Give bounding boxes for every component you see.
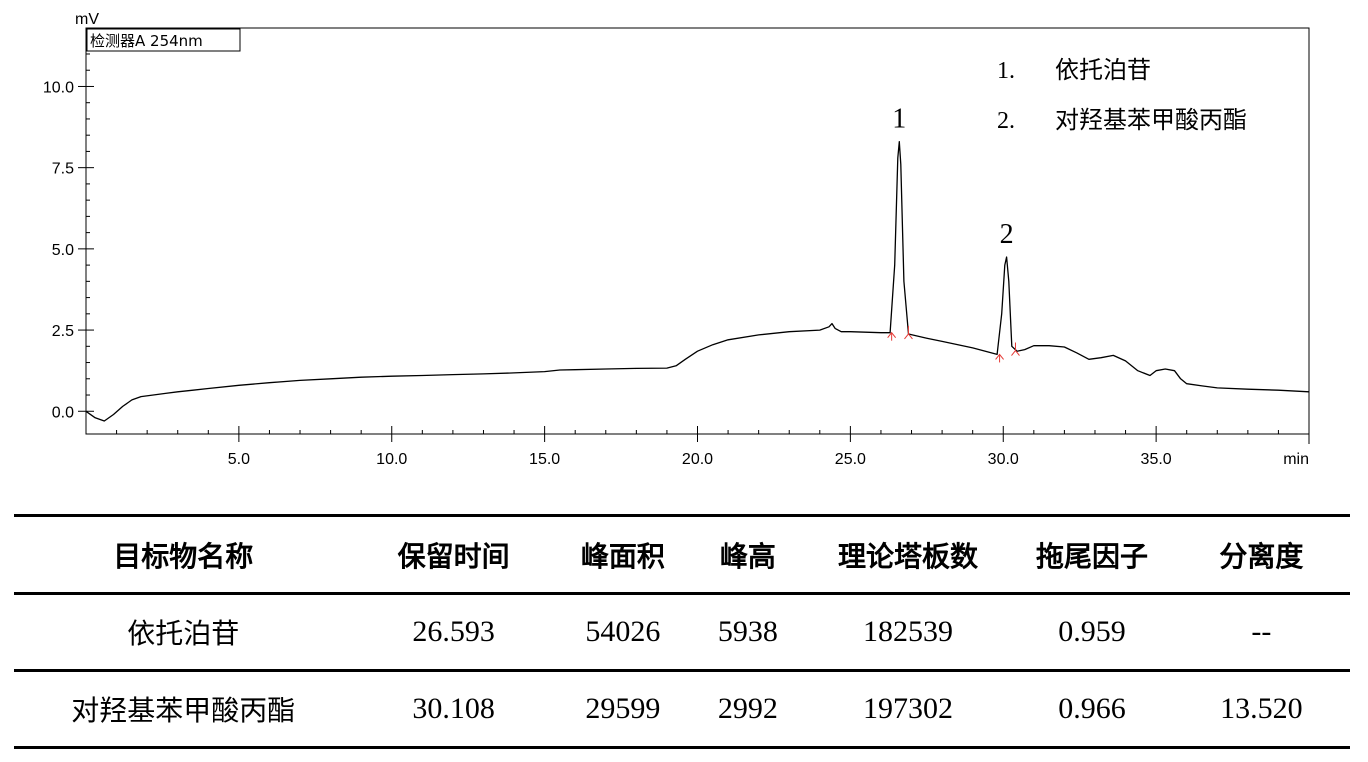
axis-label-layer: mV min 检测器A 254nm (75, 11, 1309, 468)
x-tick-label: 35.0 (1141, 451, 1172, 468)
integration-marker (904, 325, 913, 340)
table-header-row: 目标物名称 保留时间 峰面积 峰高 理论塔板数 拖尾因子 分离度 (14, 515, 1350, 594)
header-tailing-factor: 拖尾因子 (1036, 539, 1149, 573)
y-tick-label: 2.5 (52, 323, 74, 340)
results-table: 目标物名称 保留时间 峰面积 峰高 理论塔板数 拖尾因子 分离度 依托泊苷 26… (14, 514, 1350, 749)
table-row: 依托泊苷 26.593 54026 5938 182539 0.959 -- (14, 594, 1350, 671)
integration-marker (1011, 342, 1020, 356)
integration-marker (995, 353, 1004, 363)
y-tick-label: 5.0 (52, 242, 74, 259)
x-unit-label: min (1283, 451, 1309, 468)
peak-label: 1 (892, 104, 906, 135)
peak-label: 2 (1000, 219, 1014, 250)
chromatogram-trace (85, 141, 1310, 422)
y-unit-label: mV (75, 11, 99, 28)
y-tick-label: 10.0 (43, 79, 74, 96)
cell-tailing-factor: 0.959 (1058, 615, 1126, 648)
legend-name: 依托泊苷 (1055, 56, 1151, 84)
y-tick-label: 7.5 (52, 161, 74, 178)
peak-annotation-layer: 12 (892, 104, 1013, 250)
legend: 1. 依托泊苷 2. 对羟基苯甲酸丙酯 (997, 56, 1247, 134)
x-axis: 5.0 10.0 15.0 20.0 25.0 30.0 35.0 (116, 426, 1310, 468)
header-target-name: 目标物名称 (113, 539, 254, 573)
header-theoretical-plates: 理论塔板数 (838, 539, 979, 573)
cell-resolution: 13.520 (1220, 692, 1303, 725)
detector-label-box (86, 28, 241, 52)
cell-peak-height: 2992 (717, 692, 778, 725)
legend-number: 1. (997, 58, 1015, 84)
cell-tailing-factor: 0.966 (1058, 692, 1126, 725)
chromatogram-chart: 0.0 2.5 5.0 7.5 10.0 5.0 10.0 15.0 20.0 25.0 30.0… (43, 11, 1310, 468)
cell-retention-time: 30.108 (412, 692, 495, 725)
series-layer (85, 141, 1310, 422)
detector-label: 检测器A 254nm (90, 32, 203, 50)
integration-marker (887, 331, 897, 341)
cell-target-name: 依托泊苷 (127, 617, 240, 650)
table-row: 对羟基苯甲酸丙酯 30.108 29599 2992 197302 0.966 … (14, 671, 1350, 748)
legend-number: 2. (997, 108, 1015, 134)
cell-peak-area: 54026 (585, 615, 661, 648)
header-retention-time: 保留时间 (397, 539, 510, 573)
header-peak-height: 峰高 (719, 539, 776, 573)
integration-marker-layer (887, 325, 1020, 363)
x-tick-label: 15.0 (529, 451, 560, 468)
cell-peak-area: 29599 (585, 692, 661, 725)
cell-theoretical-plates: 182539 (863, 615, 954, 648)
cell-peak-height: 5938 (717, 615, 778, 648)
legend-name: 对羟基苯甲酸丙酯 (1055, 106, 1247, 134)
y-tick-label: 0.0 (52, 404, 74, 421)
x-tick-label: 25.0 (835, 451, 866, 468)
x-tick-label: 10.0 (376, 451, 407, 468)
x-tick-label: 30.0 (988, 451, 1019, 468)
cell-resolution: -- (1251, 615, 1272, 648)
plot-frame (85, 27, 1310, 435)
cell-target-name: 对羟基苯甲酸丙酯 (71, 694, 296, 727)
y-axis: 0.0 2.5 5.0 7.5 10.0 (43, 27, 1310, 435)
header-resolution: 分离度 (1219, 539, 1304, 573)
cell-retention-time: 26.593 (412, 615, 495, 648)
header-peak-area: 峰面积 (580, 539, 665, 573)
x-tick-label: 20.0 (682, 451, 713, 468)
cell-theoretical-plates: 197302 (863, 692, 954, 725)
x-tick-label: 5.0 (228, 451, 250, 468)
